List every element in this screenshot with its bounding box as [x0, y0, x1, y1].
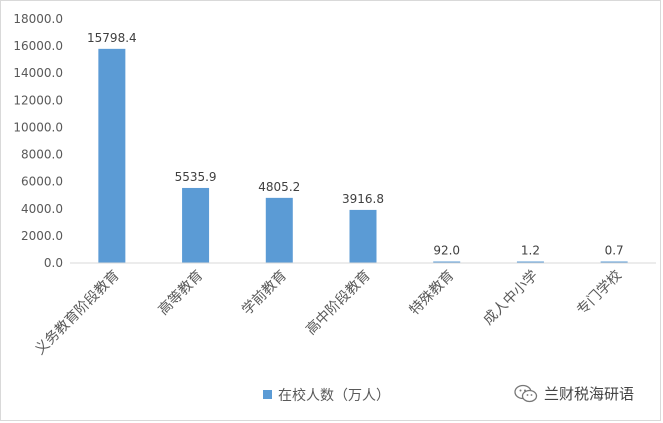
x-tick-label: 高中阶段教育 — [302, 267, 373, 338]
watermark-text: 兰财税海研语 — [544, 385, 635, 403]
y-tick-label: 2000.0 — [21, 229, 63, 243]
y-tick-label: 10000.0 — [13, 120, 63, 134]
legend: 在校人数（万人） — [263, 387, 390, 404]
legend-swatch — [263, 390, 272, 399]
legend-label: 在校人数（万人） — [278, 387, 390, 404]
data-label: 15798.4 — [87, 31, 137, 45]
data-label: 3916.8 — [342, 192, 384, 206]
bar — [349, 209, 377, 263]
x-axis: 义务教育阶段教育 高等教育 学前教育 高中阶段教育 特殊教育 成人中小学 专门学校 — [32, 267, 625, 358]
data-label: 1.2 — [521, 244, 540, 258]
y-tick-label: 16000.0 — [13, 39, 63, 53]
bar — [600, 261, 628, 263]
watermark: 兰财税海研语 — [514, 383, 634, 404]
data-label: 0.7 — [605, 244, 624, 258]
x-tick-label: 成人中小学 — [480, 268, 541, 329]
bar — [182, 187, 210, 263]
y-tick-label: 14000.0 — [13, 66, 63, 80]
bar — [98, 48, 126, 264]
bar — [516, 261, 544, 263]
x-tick-label: 专门学校 — [573, 267, 625, 319]
bars — [98, 48, 628, 264]
data-label: 92.0 — [433, 244, 460, 258]
x-tick-label: 义务教育阶段教育 — [32, 268, 123, 359]
y-tick-label: 12000.0 — [13, 93, 63, 107]
x-tick-label: 特殊教育 — [407, 268, 458, 319]
data-label: 4805.2 — [258, 180, 300, 194]
y-tick-label: 18000.0 — [13, 12, 63, 26]
wechat-icon — [514, 384, 538, 404]
bar — [265, 197, 293, 263]
y-tick-label: 8000.0 — [21, 148, 63, 162]
data-label: 5535.9 — [175, 170, 217, 184]
bar — [433, 261, 461, 263]
value-labels: 15798.4 5535.9 4805.2 3916.8 92.0 1.2 0.7 — [87, 31, 624, 258]
y-tick-label: 0.0 — [44, 256, 63, 270]
y-tick-label: 6000.0 — [21, 175, 63, 189]
y-tick-label: 4000.0 — [21, 202, 63, 216]
x-tick-label: 学前教育 — [238, 267, 290, 319]
x-tick-label: 高等教育 — [155, 267, 207, 319]
y-axis: 0.0 2000.0 4000.0 6000.0 8000.0 10000.0 12000.… — [13, 12, 63, 270]
